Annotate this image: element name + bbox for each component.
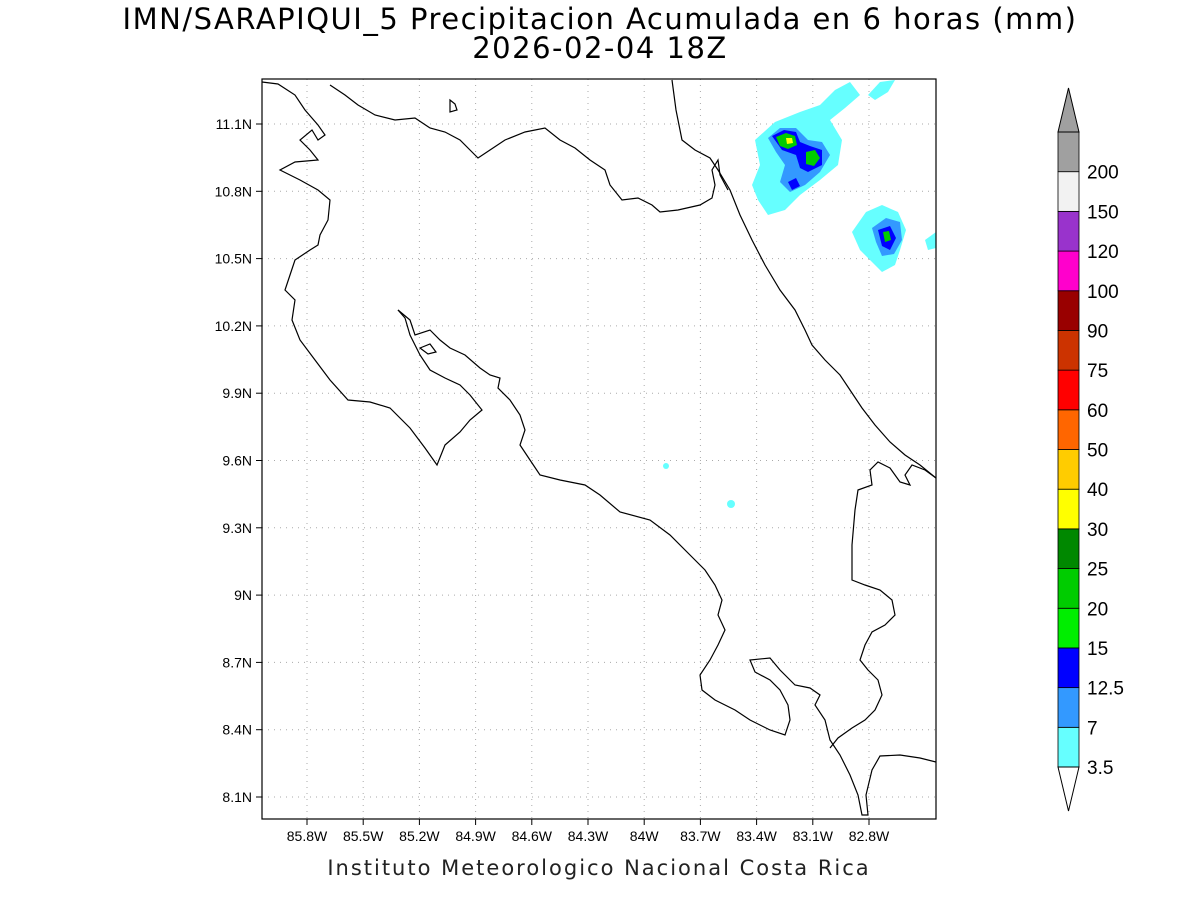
colorbar-label: 120: [1087, 242, 1119, 263]
colorbar-label: 40: [1087, 480, 1108, 501]
colorbar-segment: [1057, 171, 1080, 212]
colorbar-segment: [1057, 409, 1080, 450]
lon-tick-label: 83.4W: [736, 828, 777, 844]
lon-tick-label: 82.8W: [849, 828, 890, 844]
lon-tick-label: 84.6W: [512, 828, 553, 844]
colorbar-over-triangle: [1057, 87, 1080, 133]
lat-tick-label: 11.1N: [216, 116, 252, 132]
lat-tick-label: 8.4N: [222, 722, 252, 738]
colorbar-segment: [1057, 131, 1080, 173]
colorbar-segment: [1057, 687, 1080, 728]
colorbar-segment: [1057, 726, 1080, 768]
coastline: [262, 79, 936, 816]
rain-cluster-north-very-heavy-2: [806, 150, 820, 166]
colorbar-segment: [1057, 607, 1080, 649]
lon-tick-label: 85.8W: [287, 828, 328, 844]
colorbar-segment: [1057, 290, 1080, 331]
lat-tick-label: 10.2N: [215, 318, 252, 334]
rain-spot-south: [727, 500, 735, 508]
colorbar-under-triangle: [1057, 766, 1080, 812]
colorbar-segment: [1057, 488, 1080, 530]
map-title: IMN/SARAPIQUI_5 Precipitacion Acumulada …: [122, 2, 1078, 36]
lat-tick-label: 9N: [234, 587, 252, 603]
lon-tick-label: 84.9W: [455, 828, 496, 844]
rain-cluster-east-very-heavy: [883, 231, 891, 242]
rain-cluster-north-small: [788, 178, 800, 190]
colorbar-label: 15: [1087, 639, 1108, 660]
colorbar-label: 200: [1087, 163, 1119, 184]
lon-tick-label: 84.3W: [568, 828, 609, 844]
rain-cluster-north-edge: [868, 80, 895, 100]
footer-credit: Instituto Meteorologico Nacional Costa R…: [327, 856, 871, 880]
lat-tick-label: 9.3N: [222, 520, 252, 536]
colorbar-segment: [1057, 647, 1080, 689]
colorbar-label: 30: [1087, 520, 1108, 541]
lon-tick-label: 85.2W: [399, 828, 440, 844]
colorbar-label: 90: [1087, 321, 1108, 342]
colorbar-label: 100: [1087, 282, 1119, 303]
colorbar-segment: [1057, 210, 1080, 252]
colorbar-label: 7: [1087, 718, 1098, 739]
map-frame: [261, 78, 937, 820]
rain-spot-central: [663, 463, 669, 469]
colorbar-segment: [1057, 449, 1080, 490]
colorbar-label: 75: [1087, 361, 1108, 382]
colorbar-label: 50: [1087, 441, 1108, 462]
lon-tick-label: 85.5W: [343, 828, 384, 844]
lat-tick-label: 10.8N: [215, 183, 252, 199]
map-subtitle: 2026-02-04 18Z: [472, 31, 728, 65]
colorbar-label: 150: [1087, 202, 1119, 223]
lat-tick-label: 10.5N: [215, 251, 252, 267]
latitude-axis: 11.1N 10.8N 10.5N 10.2N 9.9N 9.6N 9.3N 9N 8.7N 8.…: [215, 116, 262, 805]
rain-cluster-east-edge: [925, 232, 936, 250]
lat-tick-label: 9.6N: [222, 453, 252, 469]
rain-cluster-north-peak: [786, 138, 793, 144]
lat-tick-label: 9.9N: [222, 385, 252, 401]
lat-tick-label: 8.7N: [222, 654, 252, 670]
lat-tick-label: 8.1N: [222, 789, 252, 805]
colorbar: 3.5 7 12.5 15 20 25 30 40 50 60 75 90 100 120 150 200: [1057, 87, 1124, 812]
longitude-axis: 85.8W 85.5W 85.2W 84.9W 84.6W 84.3W 84W 83.7W 83…: [287, 819, 890, 844]
colorbar-label: 20: [1087, 599, 1108, 620]
colorbar-segment: [1057, 528, 1080, 569]
precipitation-field: [663, 80, 936, 508]
lon-tick-label: 84W: [630, 828, 660, 844]
colorbar-label: 12.5: [1087, 679, 1124, 700]
colorbar-label: 3.5: [1087, 758, 1113, 779]
colorbar-segment: [1057, 568, 1080, 609]
colorbar-segment: [1057, 330, 1080, 371]
colorbar-segment: [1057, 250, 1080, 292]
colorbar-label: 25: [1087, 560, 1108, 581]
map-grid: [262, 79, 936, 819]
lon-tick-label: 83.7W: [680, 828, 721, 844]
lon-tick-label: 83.1W: [793, 828, 834, 844]
colorbar-label: 60: [1087, 401, 1108, 422]
colorbar-segment: [1057, 369, 1080, 411]
